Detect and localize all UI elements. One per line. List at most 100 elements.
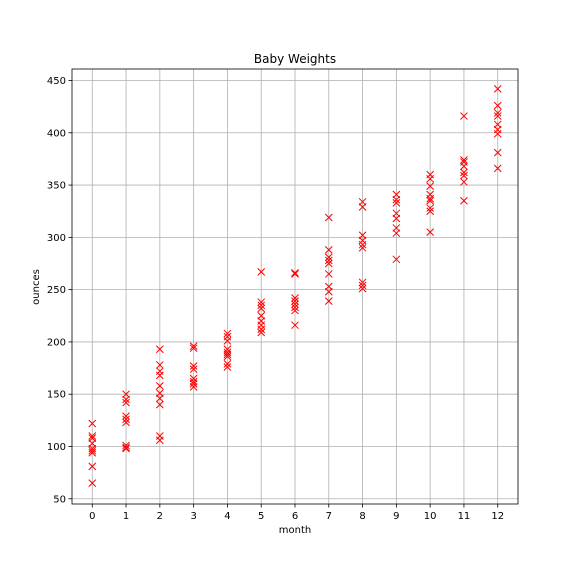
- data-point: [122, 398, 130, 407]
- chart-title: Baby Weights: [254, 52, 336, 66]
- data-point: [223, 352, 232, 361]
- data-point: [88, 419, 97, 428]
- data-point: [392, 195, 401, 204]
- data-point: [257, 325, 266, 334]
- x-tick-label: 1: [123, 511, 129, 522]
- y-tick-label: 350: [47, 181, 66, 192]
- data-point: [223, 360, 232, 368]
- data-point: [392, 255, 401, 264]
- y-tick-label: 200: [47, 337, 66, 348]
- data-point: [460, 168, 468, 177]
- x-tick-label: 12: [491, 511, 504, 522]
- data-point: [426, 174, 435, 183]
- data-point: [358, 281, 367, 290]
- data-point: [189, 379, 198, 388]
- data-point: [291, 300, 299, 309]
- data-point: [460, 156, 468, 164]
- data-point: [223, 350, 232, 359]
- data-point: [493, 148, 502, 157]
- data-point: [257, 301, 266, 310]
- data-point: [493, 112, 502, 120]
- data-point: [257, 328, 266, 337]
- data-point: [460, 112, 468, 120]
- data-points: [88, 85, 502, 487]
- data-point: [358, 240, 367, 249]
- x-tick-label: 3: [190, 511, 196, 522]
- x-tick-label: 8: [359, 511, 365, 522]
- data-point: [257, 304, 266, 313]
- data-point: [257, 298, 266, 307]
- data-point: [155, 400, 164, 409]
- data-point: [189, 365, 198, 373]
- data-point: [493, 129, 502, 138]
- x-tick-label: 0: [89, 511, 95, 522]
- x-tick-label: 11: [458, 511, 471, 522]
- data-point: [155, 371, 164, 380]
- data-point: [88, 462, 97, 471]
- data-point: [257, 268, 266, 276]
- y-tick-label: 250: [47, 285, 66, 296]
- y-tick-label: 450: [47, 76, 66, 87]
- data-point: [291, 306, 299, 315]
- data-point: [324, 259, 333, 268]
- data-point: [122, 415, 130, 424]
- y-tick-label: 150: [47, 390, 66, 401]
- data-point: [291, 270, 299, 278]
- x-axis-ticks: 0 1 2 3 4 5 6 7 8 9 10 11 12: [89, 504, 504, 522]
- x-tick-label: 9: [393, 511, 399, 522]
- data-point: [324, 253, 333, 262]
- data-point: [122, 412, 130, 421]
- y-tick-label: 100: [47, 442, 66, 453]
- data-point: [155, 436, 164, 445]
- data-point: [324, 213, 333, 222]
- data-point: [223, 337, 232, 345]
- x-axis-label: month: [279, 525, 311, 536]
- y-tick-label: 300: [47, 233, 66, 244]
- y-tick-label: 400: [47, 128, 66, 139]
- data-point: [223, 363, 232, 371]
- data-point: [358, 203, 367, 211]
- data-point: [460, 162, 468, 171]
- y-axis-label: ounces: [31, 269, 42, 305]
- data-point: [460, 178, 468, 186]
- data-point: [324, 297, 333, 305]
- x-tick-label: 6: [292, 511, 298, 522]
- data-point: [358, 278, 367, 287]
- data-point: [122, 444, 130, 453]
- data-point: [189, 342, 198, 350]
- data-point: [189, 344, 198, 353]
- data-point: [324, 246, 333, 254]
- data-point: [324, 256, 333, 265]
- data-point: [122, 441, 130, 450]
- grid-lines: [72, 69, 518, 504]
- data-point: [324, 270, 333, 278]
- x-tick-label: 2: [157, 511, 163, 522]
- data-point: [88, 448, 97, 457]
- data-point: [392, 229, 401, 238]
- data-point: [122, 418, 130, 427]
- data-point: [392, 214, 401, 223]
- data-point: [426, 228, 435, 236]
- data-point: [189, 383, 198, 391]
- data-point: [189, 362, 198, 370]
- data-point: [493, 164, 502, 173]
- data-point: [493, 109, 502, 117]
- data-point: [426, 182, 435, 190]
- data-point: [426, 196, 435, 205]
- data-point: [88, 432, 97, 440]
- data-point: [324, 287, 333, 296]
- data-point: [291, 297, 299, 305]
- y-axis-ticks: 50 100 150 200 250 300 350 400 450: [47, 76, 72, 505]
- data-point: [358, 284, 367, 293]
- data-point: [122, 443, 130, 452]
- data-point: [291, 303, 299, 312]
- data-point: [291, 269, 299, 277]
- x-tick-label: 10: [424, 511, 437, 522]
- data-point: [155, 345, 164, 354]
- x-tick-label: 7: [326, 511, 332, 522]
- data-point: [426, 204, 435, 212]
- data-point: [88, 479, 97, 487]
- y-tick-label: 50: [53, 494, 66, 505]
- x-tick-label: 5: [258, 511, 264, 522]
